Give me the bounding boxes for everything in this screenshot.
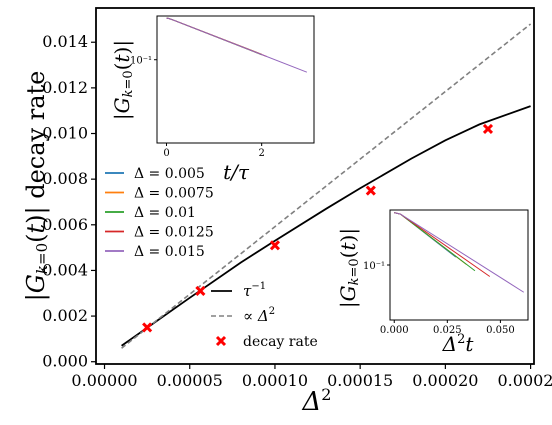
main-y-tick-label: 0.002 — [42, 306, 88, 325]
main-x-tick-label: 0.00010 — [242, 371, 308, 390]
inset-x-tick-label: 0 — [163, 148, 169, 159]
legend-label: Δ = 0.015 — [134, 244, 205, 260]
inset-x-tick-label: 0.000 — [380, 325, 409, 336]
main-y-tick-label: 0.014 — [42, 32, 88, 51]
main-x-tick-label: 0.00020 — [412, 371, 478, 390]
inset1-y-axis-label: |Gk=0(t)| — [110, 40, 136, 120]
inset1-frame — [156, 15, 315, 144]
main-x-tick-label: 0.00015 — [327, 371, 393, 390]
main-y-axis-label: |Gk=0(t)| decay rate — [22, 71, 52, 302]
inset-top-left: 0 2 10⁻¹ |Gk=0(t)| t/τ — [110, 15, 315, 184]
inset-y-tick-label: 10⁻¹ — [130, 56, 152, 67]
main-x-tick-label: 0.00025 — [498, 371, 552, 390]
main-plot-frame — [95, 7, 535, 365]
decay-rate-marker — [482, 123, 494, 135]
main-y-tick-label: 0.012 — [42, 78, 88, 97]
main-y-tick-label: 0.008 — [42, 169, 88, 188]
marker-legend: τ−1 ∝ Δ2 decay rate — [211, 281, 318, 350]
inverse-tau-line — [121, 105, 531, 347]
inset-bottom-right: 0.000 0.025 0.050 10⁻¹ |Gk=0(t)| Δ2t — [336, 209, 529, 356]
inset-series-line — [166, 17, 308, 73]
inset1-x-axis-label: t/τ — [223, 160, 250, 184]
main-y-tick-label: 0.000 — [42, 352, 88, 371]
inset-x-tick-label: 0.050 — [486, 325, 515, 336]
legend-label: Δ = 0.005 — [134, 166, 205, 182]
main-y-tick-label: 0.010 — [42, 124, 88, 143]
svg-text:decay rate: decay rate — [243, 334, 318, 350]
main-x-axis-label: Δ2 — [302, 385, 332, 417]
inset-x-tick-label: 2 — [258, 148, 264, 159]
svg-text:∝ Δ2: ∝ Δ2 — [243, 306, 275, 325]
inset2-y-axis-label: |Gk=0(t)| — [336, 228, 362, 308]
inset-x-tick-label: 0.025 — [433, 325, 462, 336]
main-y-tick-label: 0.004 — [42, 260, 88, 279]
color-legend: Δ = 0.005 Δ = 0.0075 Δ = 0.01 Δ = 0.0125 Δ =… — [105, 166, 214, 260]
decay-rate-marker — [365, 185, 376, 196]
decay-rate-marker — [269, 240, 281, 251]
main-x-tick-label: 0.00000 — [71, 371, 137, 390]
legend-label: Δ = 0.01 — [134, 205, 196, 221]
decay-rate-marker — [142, 322, 153, 333]
main-chart: 0.00000 0.00005 0.00010 0.00015 0.00020 0.000… — [22, 7, 552, 417]
svg-text:|Gk=0(t)|: |Gk=0(t)| — [336, 228, 362, 308]
legend-label: Δ = 0.0125 — [134, 225, 214, 241]
inset2-x-axis-label: Δ2t — [442, 332, 475, 356]
delta-squared-line — [121, 23, 532, 349]
svg-text:|Gk=0(t)| decay rate: |Gk=0(t)| decay rate — [22, 71, 52, 302]
svg-text:|Gk=0(t)|: |Gk=0(t)| — [110, 40, 136, 120]
main-y-tick-label: 0.006 — [42, 215, 88, 234]
legend-label: Δ = 0.0075 — [134, 186, 214, 202]
inset-y-tick-label: 10⁻¹ — [363, 261, 385, 272]
decay-rate-marker — [195, 285, 206, 297]
svg-text:τ−1: τ−1 — [243, 281, 266, 300]
main-x-tick-label: 0.00005 — [157, 371, 223, 390]
inset-series-line — [394, 212, 525, 293]
